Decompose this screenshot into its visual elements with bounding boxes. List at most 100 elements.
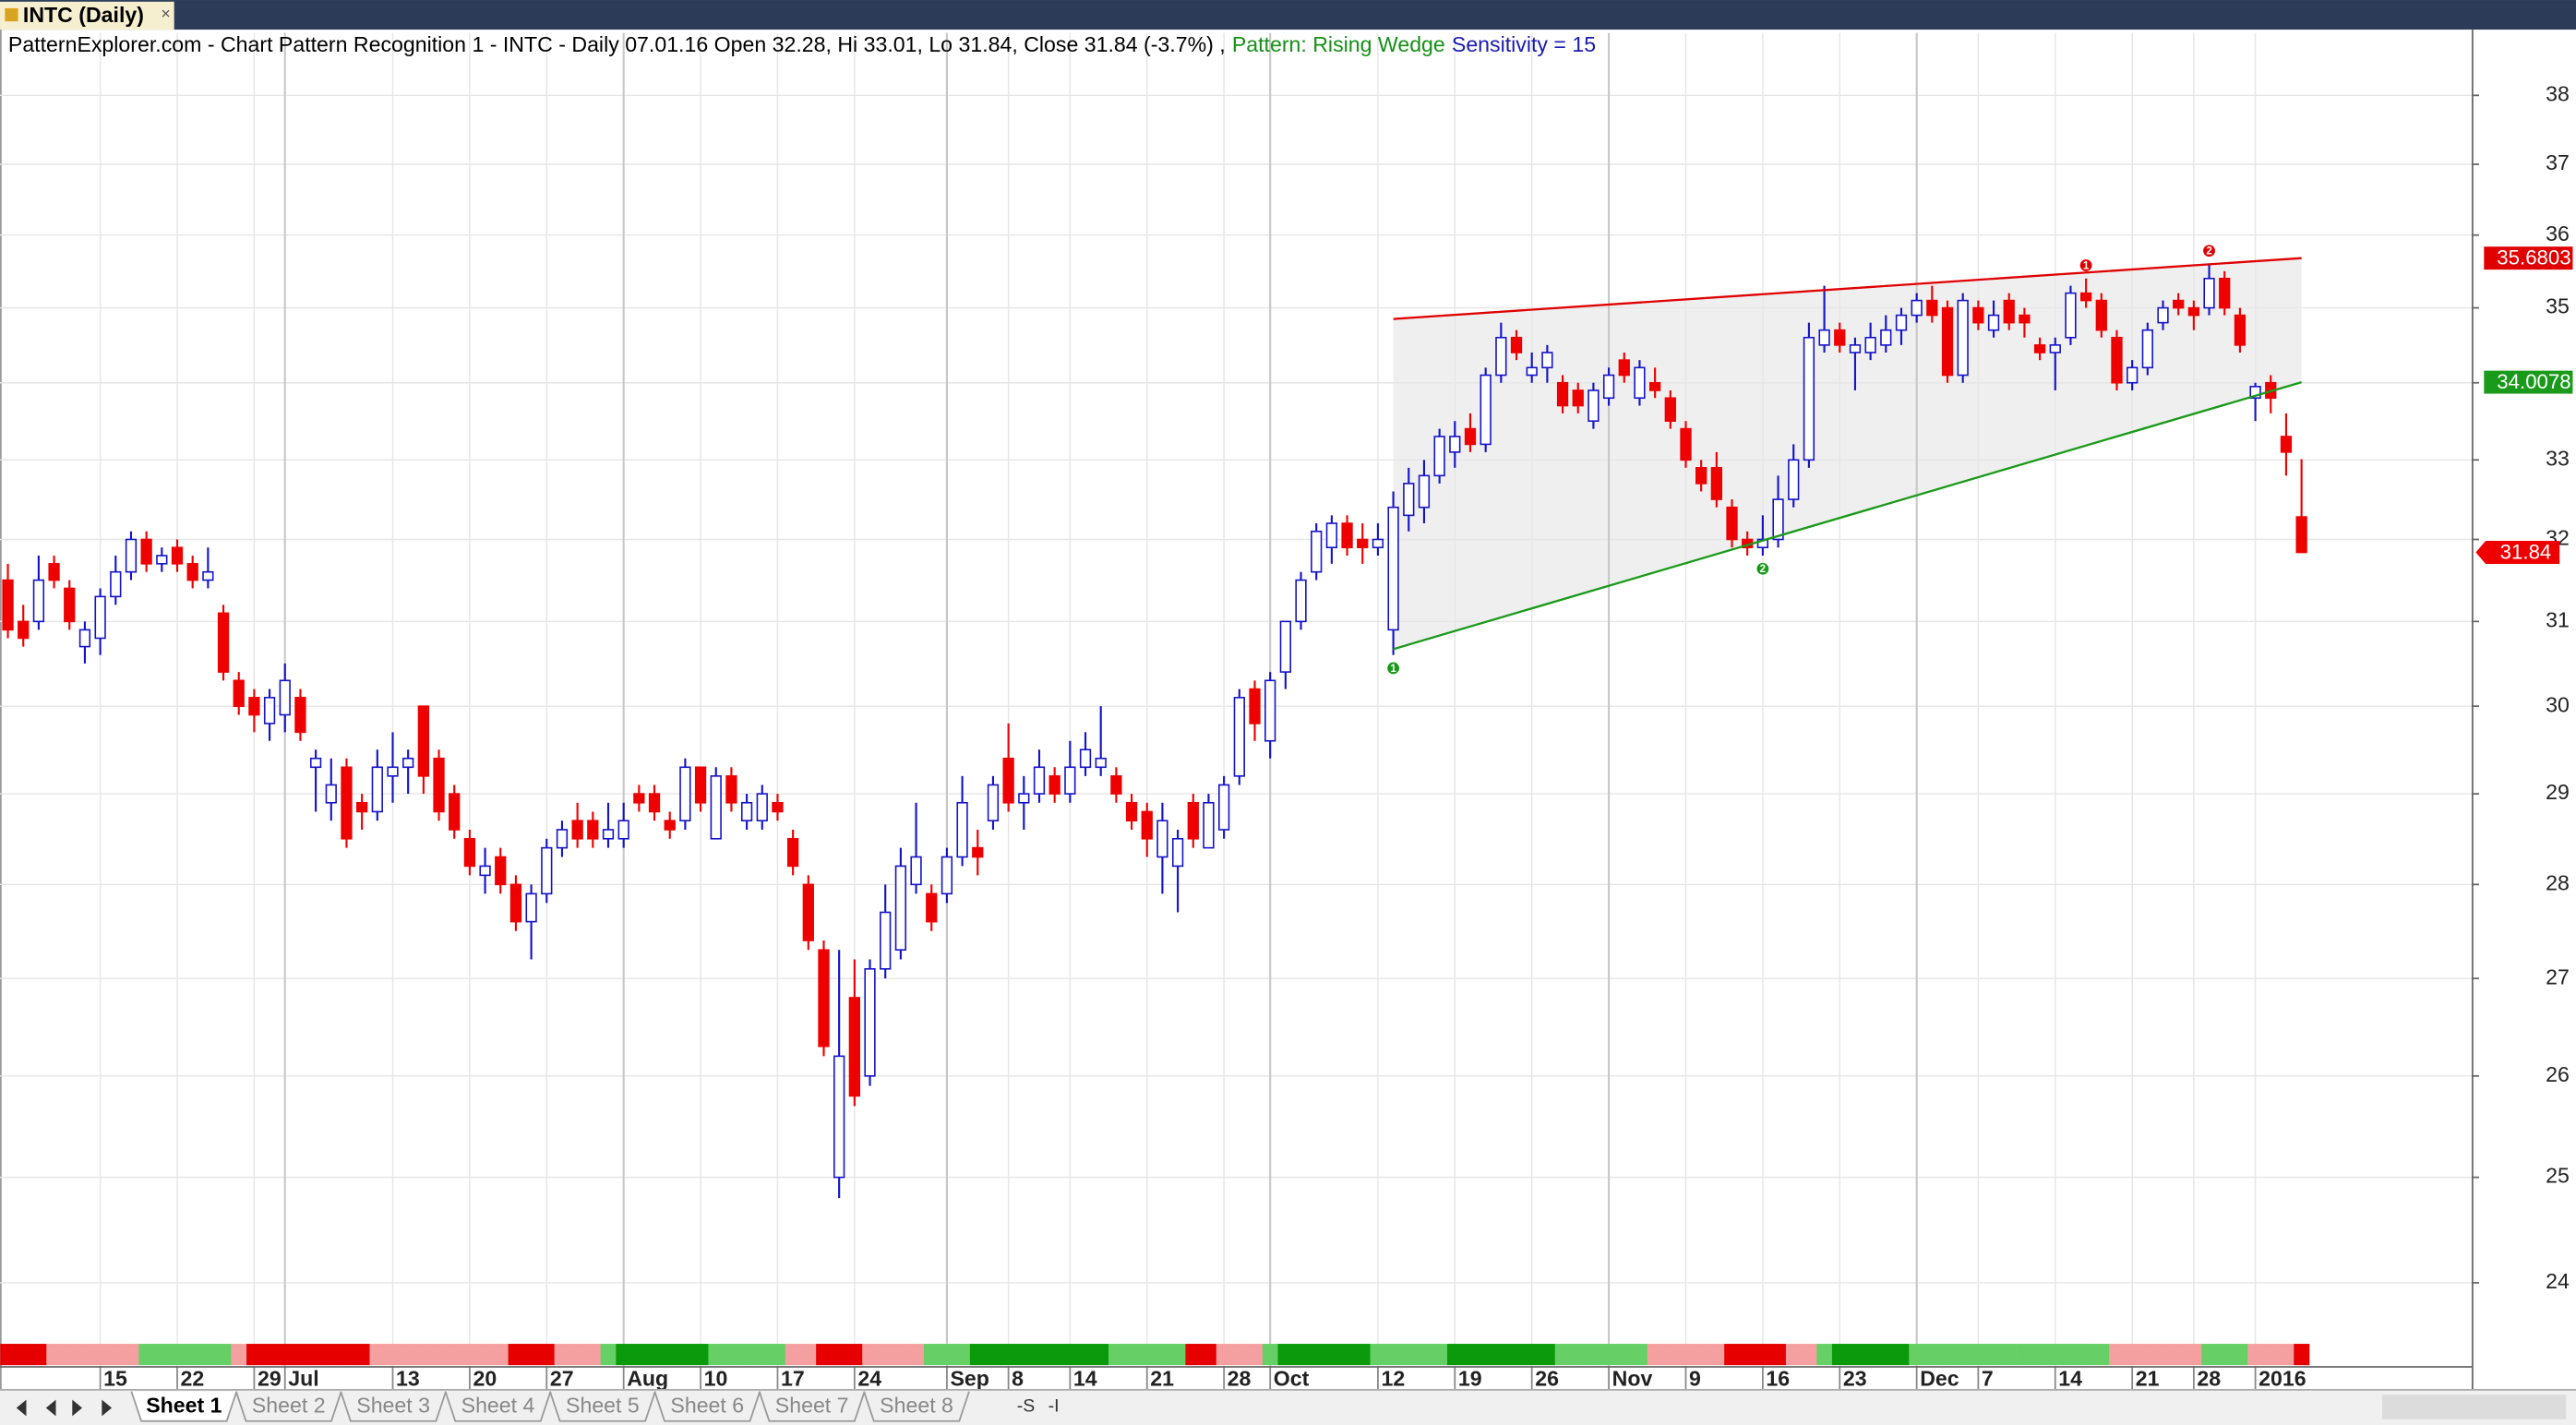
heat-cell: [523, 1344, 540, 1366]
y-tick-label: 29: [2546, 780, 2570, 804]
heat-cell: [2201, 1344, 2218, 1366]
candle-body: [433, 757, 445, 813]
sheet-tab[interactable]: [234, 1391, 342, 1422]
pivot-marker: [2203, 245, 2215, 257]
candle-body: [186, 563, 198, 581]
sheet-tab[interactable]: [758, 1391, 866, 1422]
heat-cell: [923, 1344, 940, 1366]
candle-body: [987, 784, 1000, 822]
nav-prev[interactable]: [45, 1399, 56, 1417]
candle-body: [1926, 299, 1938, 317]
candle-body: [1987, 314, 2000, 331]
price-badge-label: 34.0078: [2497, 370, 2570, 393]
candle-body: [740, 801, 753, 822]
y-tick-label: 35: [2546, 294, 2570, 318]
heat-cell: [246, 1344, 263, 1366]
heat-cell: [2078, 1344, 2094, 1366]
heat-cell: [293, 1344, 309, 1366]
heat-cell: [369, 1344, 386, 1366]
candle-body: [156, 555, 168, 565]
sheet-tab[interactable]: [130, 1391, 238, 1422]
sheet-tab-label[interactable]: Sheet 6: [670, 1394, 744, 1418]
heat-cell: [1831, 1344, 1848, 1366]
candle-body: [1726, 506, 1738, 541]
candle-body: [833, 1055, 845, 1179]
window-tab[interactable]: [0, 1, 174, 30]
candle-body: [941, 856, 953, 895]
heat-cell: [1508, 1344, 1525, 1366]
candle-body: [1618, 359, 1630, 377]
sheet-tab[interactable]: [863, 1391, 970, 1422]
candle-body: [1110, 775, 1122, 795]
candle-body: [1588, 389, 1600, 423]
heat-cell: [461, 1344, 478, 1366]
candle-body: [1911, 299, 1923, 317]
heat-cell: [1015, 1344, 1033, 1366]
sheet-tab-label[interactable]: Sheet 7: [775, 1394, 849, 1418]
heat-cell: [754, 1344, 771, 1366]
candle-body: [1526, 366, 1538, 377]
candle-body: [387, 766, 399, 777]
candle-body: [1834, 329, 1846, 346]
sheet-tab-label[interactable]: Sheet 2: [252, 1394, 326, 1418]
heat-cell: [1801, 1344, 1817, 1366]
y-tick-label: 26: [2546, 1062, 2570, 1086]
candle-body: [2157, 306, 2169, 324]
heat-cell: [1909, 1344, 1925, 1366]
candle-body: [1387, 506, 1399, 631]
heat-cell: [939, 1344, 955, 1366]
candle-body: [248, 697, 260, 716]
candle-body: [802, 883, 814, 941]
candle-body: [926, 892, 938, 923]
heat-cell: [30, 1344, 47, 1366]
x-tick-label: 19: [1458, 1366, 1482, 1390]
sheet-tab-label[interactable]: Sheet 5: [566, 1394, 640, 1418]
candle-body: [880, 911, 892, 970]
heat-cell: [153, 1344, 171, 1366]
heat-cell: [1540, 1344, 1556, 1366]
heat-cell: [2063, 1344, 2079, 1366]
sheet-tab[interactable]: [549, 1391, 656, 1422]
nav-next[interactable]: [72, 1399, 82, 1417]
candle-body: [2280, 436, 2293, 453]
heat-cell: [1139, 1344, 1156, 1366]
heat-cell: [708, 1344, 725, 1366]
candle-body: [633, 793, 645, 804]
candle-body: [1018, 793, 1030, 804]
candle-body: [78, 629, 91, 648]
sheet-tab-label[interactable]: Sheet 3: [356, 1394, 430, 1418]
x-tick-label: Dec: [1920, 1366, 1959, 1390]
nav-first[interactable]: [16, 1399, 27, 1417]
sheet-nav: [16, 1399, 113, 1417]
sheet-tab[interactable]: [653, 1391, 761, 1422]
sheet-tool[interactable]: -S: [1017, 1396, 1036, 1417]
sheet-tab[interactable]: [444, 1391, 552, 1422]
tab-close[interactable]: ×: [161, 5, 170, 23]
heat-cell: [1647, 1344, 1663, 1366]
candle-body: [786, 837, 799, 868]
candle-body: [972, 846, 984, 858]
heat-cell: [1570, 1344, 1587, 1366]
sheet-tool[interactable]: -I: [1048, 1396, 1060, 1417]
heat-cell: [1093, 1344, 1109, 1366]
candle-body: [1156, 820, 1168, 858]
heat-cell: [969, 1344, 986, 1366]
heat-cell: [92, 1344, 109, 1366]
heat-cell: [1155, 1344, 1171, 1366]
sheet-tab-label[interactable]: Sheet 1: [146, 1394, 222, 1418]
x-tick-label: 24: [857, 1366, 881, 1390]
sheet-tab-label[interactable]: Sheet 8: [880, 1394, 953, 1418]
sheet-tab[interactable]: [340, 1391, 447, 1422]
heat-cell: [738, 1344, 755, 1366]
sheet-tab-label[interactable]: Sheet 4: [461, 1394, 535, 1418]
heat-cell: [846, 1344, 863, 1366]
heat-cell: [893, 1344, 909, 1366]
x-tick-label: Oct: [1274, 1366, 1310, 1390]
candle-body: [1972, 306, 1984, 324]
candle-body: [233, 679, 245, 707]
heat-cell: [123, 1344, 139, 1366]
nav-last[interactable]: [102, 1399, 113, 1417]
scrollbar[interactable]: [2381, 1395, 2567, 1419]
candle-body: [1449, 436, 1461, 453]
heat-cell: [2262, 1344, 2279, 1366]
